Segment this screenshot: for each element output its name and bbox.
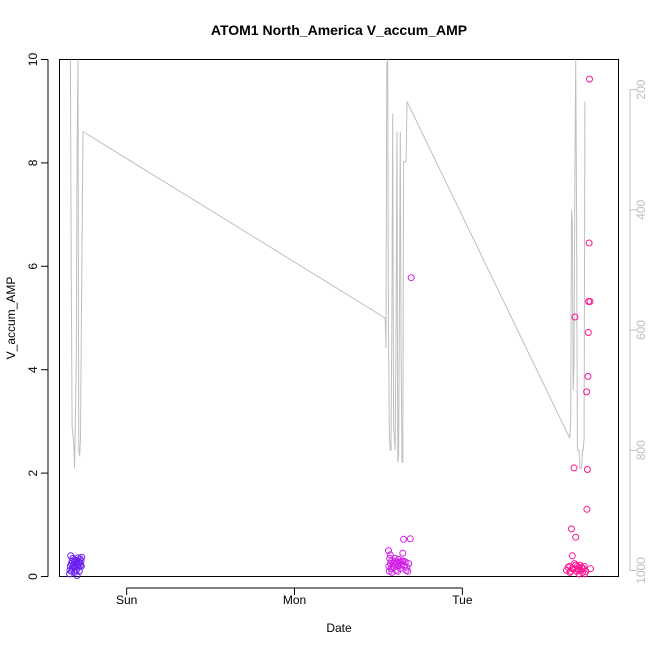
y2-tick-label: 600 <box>634 320 648 340</box>
data-point <box>584 329 592 336</box>
plot-frame <box>59 59 619 577</box>
data-point <box>402 566 410 574</box>
data-point <box>407 274 415 282</box>
data-point <box>78 553 86 561</box>
y-tick-label: 4 <box>26 366 40 373</box>
y-axis: 0 2 4 6 8 10 <box>26 53 49 580</box>
data-point <box>586 75 593 83</box>
data-point <box>587 565 594 573</box>
y-tick-label: 6 <box>26 263 40 270</box>
data-point <box>584 372 592 380</box>
x-tick-label: Sun <box>116 593 137 607</box>
data-point <box>399 557 407 565</box>
x-axis-label: Date <box>326 621 352 635</box>
data-point <box>385 547 392 555</box>
data-point <box>404 567 412 575</box>
data-point <box>403 563 411 571</box>
y2-tick-label: 200 <box>634 79 648 99</box>
data-point <box>572 533 580 541</box>
y2-tick-label: 800 <box>634 440 648 460</box>
x-tick-label: Tue <box>452 593 473 607</box>
data-point <box>73 572 81 579</box>
chart-title: ATOM1 North_America V_accum_AMP <box>211 22 467 38</box>
data-point <box>583 466 591 473</box>
data-point <box>390 563 398 571</box>
data-point <box>77 562 85 570</box>
data-point <box>568 552 576 560</box>
y2-tick-label: 1000 <box>634 557 648 584</box>
series-line <box>69 59 586 469</box>
data-point <box>400 535 408 543</box>
y-axis-label: V_accum_AMP <box>4 277 18 360</box>
line-series <box>69 59 586 469</box>
data-point <box>570 464 578 472</box>
y-tick-label: 0 <box>26 573 40 580</box>
data-point <box>568 525 575 533</box>
data-point <box>574 566 582 574</box>
data-point <box>583 388 591 396</box>
x-tick-label: Mon <box>283 593 306 607</box>
data-point <box>405 560 413 568</box>
data-point <box>583 505 591 513</box>
data-point <box>391 554 399 562</box>
data-point <box>586 298 594 305</box>
data-point <box>394 567 402 575</box>
y2-axis: 200 400 600 800 1000 <box>629 79 648 584</box>
data-point <box>399 549 407 557</box>
x-axis: Sun Mon Tue <box>116 587 473 607</box>
data-point <box>77 561 84 569</box>
y-tick-label: 8 <box>26 159 40 166</box>
data-point <box>406 535 414 543</box>
data-point <box>585 239 593 247</box>
data-point <box>77 557 85 565</box>
y2-tick-label: 400 <box>634 199 648 219</box>
data-point <box>74 563 82 571</box>
point-series <box>66 75 594 579</box>
y-tick-label: 10 <box>26 53 40 67</box>
data-point <box>571 313 579 321</box>
y-tick-label: 2 <box>26 469 40 476</box>
